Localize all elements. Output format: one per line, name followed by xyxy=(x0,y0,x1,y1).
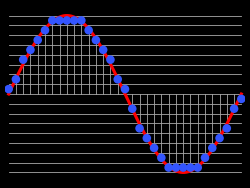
Point xyxy=(36,39,40,42)
Point xyxy=(167,166,171,169)
Point xyxy=(181,166,185,169)
Point xyxy=(58,19,62,22)
Point xyxy=(101,48,105,51)
Point xyxy=(21,58,25,61)
Point xyxy=(130,107,134,110)
Point xyxy=(145,137,149,140)
Point xyxy=(196,166,200,169)
Point xyxy=(43,29,47,32)
Point xyxy=(239,97,243,100)
Point xyxy=(65,19,69,22)
Point xyxy=(108,58,112,61)
Point xyxy=(28,48,32,51)
Point xyxy=(7,88,11,91)
Point xyxy=(79,19,83,22)
Point xyxy=(174,166,178,169)
Point xyxy=(210,146,214,149)
Point xyxy=(14,78,18,81)
Point xyxy=(218,137,222,140)
Point xyxy=(116,78,120,81)
Point xyxy=(159,156,163,159)
Point xyxy=(72,19,76,22)
Point xyxy=(87,29,91,32)
Point xyxy=(152,146,156,149)
Point xyxy=(232,107,236,110)
Point xyxy=(203,156,207,159)
Point xyxy=(123,88,127,91)
Point xyxy=(225,127,229,130)
Point xyxy=(50,19,54,22)
Point xyxy=(188,166,192,169)
Point xyxy=(94,39,98,42)
Point xyxy=(138,127,141,130)
